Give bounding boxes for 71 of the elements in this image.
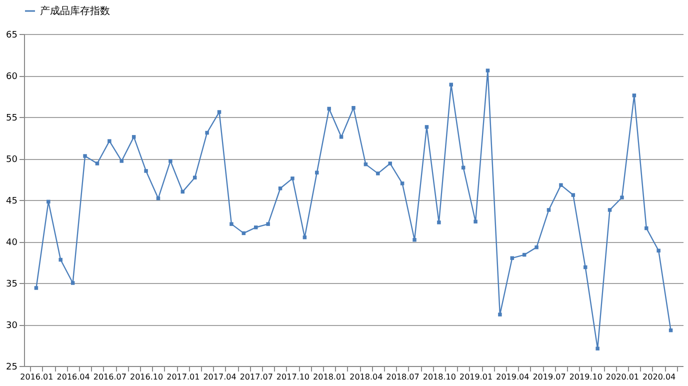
point xyxy=(656,248,660,252)
point xyxy=(108,139,112,143)
legend-label: 产成品库存指数 xyxy=(40,5,110,17)
point xyxy=(388,162,392,166)
point xyxy=(144,169,148,173)
point xyxy=(230,222,234,226)
point xyxy=(498,312,502,316)
point xyxy=(217,110,222,114)
y-tick-label: 55 xyxy=(6,114,18,124)
x-tick-label: 2018.10 xyxy=(422,372,456,382)
point xyxy=(95,162,100,166)
point xyxy=(70,281,75,285)
point xyxy=(474,220,478,224)
point xyxy=(559,183,563,187)
x-tick-label: 2019.10 xyxy=(569,372,602,382)
point xyxy=(376,172,380,176)
x-tick-label: 2018.01 xyxy=(313,372,346,382)
point xyxy=(290,176,294,180)
point xyxy=(632,94,636,98)
y-tick-label: 40 xyxy=(6,238,18,248)
point xyxy=(327,106,331,111)
x-tick-label: 2017.07 xyxy=(240,372,273,382)
point xyxy=(571,193,576,197)
point xyxy=(412,238,416,242)
point xyxy=(205,130,209,135)
point xyxy=(424,125,429,129)
y-tick-label: 35 xyxy=(6,280,18,290)
y-tick-label: 30 xyxy=(6,321,18,331)
x-tick-label: 2018.07 xyxy=(386,372,420,382)
point xyxy=(34,286,38,290)
x-tick-label: 2018.04 xyxy=(350,372,383,382)
point xyxy=(596,346,600,350)
point xyxy=(534,245,538,250)
point xyxy=(168,159,172,163)
point xyxy=(46,200,50,204)
point xyxy=(352,106,356,110)
y-tick-label: 45 xyxy=(6,196,18,206)
x-tick-label: 2016.04 xyxy=(56,372,90,382)
x-tick-label: 2016.01 xyxy=(20,372,54,382)
point xyxy=(315,170,319,174)
x-tick-label: 2020.01 xyxy=(606,372,640,382)
x-tick-label: 2019.01 xyxy=(459,372,493,382)
point xyxy=(644,226,648,230)
y-tick-label: 25 xyxy=(6,362,18,372)
point xyxy=(58,258,62,262)
point xyxy=(278,186,282,190)
point xyxy=(254,226,258,230)
point xyxy=(437,220,441,224)
point xyxy=(132,135,136,139)
x-tick-label: 2019.07 xyxy=(532,372,566,382)
point xyxy=(546,208,551,212)
x-tick-label: 2017.10 xyxy=(276,372,310,382)
point xyxy=(120,159,124,163)
x-tick-label: 2020.04 xyxy=(642,372,676,382)
x-tick-label: 2019.04 xyxy=(496,372,530,382)
y-tick-label: 60 xyxy=(6,72,18,82)
point xyxy=(510,256,514,260)
point xyxy=(192,176,197,180)
y-tick-label: 50 xyxy=(6,155,18,165)
point xyxy=(339,135,344,139)
point xyxy=(83,154,87,158)
x-tick-label: 2017.04 xyxy=(203,372,236,382)
point xyxy=(266,222,270,226)
point xyxy=(608,208,612,212)
point xyxy=(620,196,624,200)
point xyxy=(400,182,404,186)
x-tick-label: 2017.01 xyxy=(166,372,200,382)
x-tick-label: 2016.10 xyxy=(130,372,164,382)
y-tick-label: 65 xyxy=(6,30,18,40)
x-tick-label: 2016.07 xyxy=(93,372,126,382)
point xyxy=(486,68,490,72)
